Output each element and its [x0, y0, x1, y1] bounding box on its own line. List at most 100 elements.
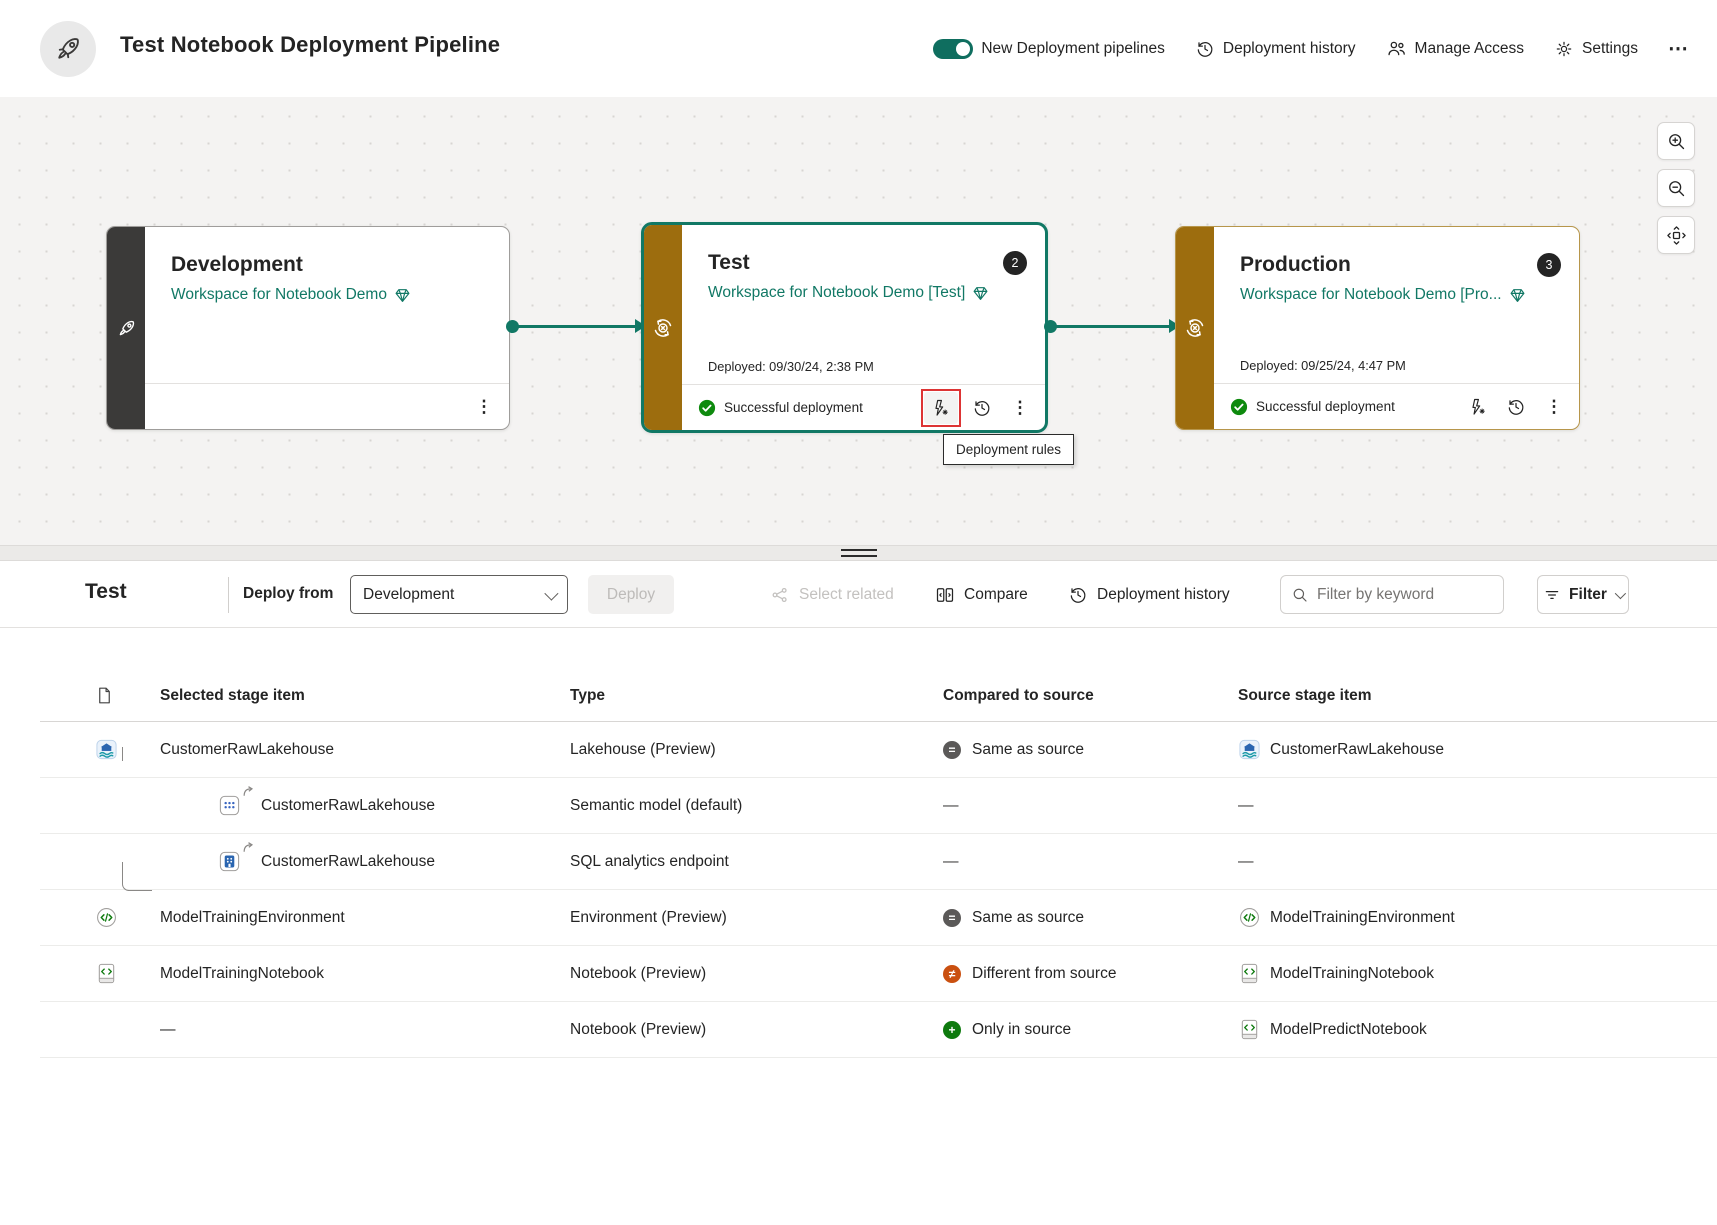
stage-card-test[interactable]: Test 2 Workspace for Notebook Demo [Test…: [641, 222, 1048, 433]
stage-more-button[interactable]: ⋮: [1003, 392, 1037, 424]
select-related-button[interactable]: Select related: [770, 561, 894, 628]
status-label: Successful deployment: [724, 400, 863, 415]
source-item-name: ModelTrainingNotebook: [1270, 964, 1434, 982]
table-row[interactable]: — Notebook (Preview) + Only in source ModelP…: [40, 1002, 1717, 1058]
zoom-out-button[interactable]: [1657, 169, 1695, 207]
table-row[interactable]: CustomerRawLakehouse Semantic model (defa…: [40, 778, 1717, 834]
manage-access-button[interactable]: Manage Access: [1386, 38, 1524, 59]
compare-status-label: Same as source: [972, 740, 1084, 758]
deployment-rules-button[interactable]: [1461, 391, 1495, 423]
stage-title: Development: [171, 253, 303, 276]
table-row[interactable]: ModelTrainingEnvironment Environment (Pre…: [40, 890, 1717, 946]
table-row[interactable]: ModelTrainingNotebook Notebook (Preview) ≠…: [40, 946, 1717, 1002]
deployed-timestamp: Deployed: 09/25/24, 4:47 PM: [1240, 358, 1406, 373]
stage-card-development[interactable]: Development Workspace for Notebook Demo …: [106, 226, 510, 430]
lakehouse-icon: [95, 738, 118, 761]
test-stage-strip: [644, 225, 682, 430]
source-item-name: ModelTrainingEnvironment: [1270, 908, 1455, 926]
selected-stage-item-cell: ModelTrainingEnvironment: [160, 909, 570, 927]
table-row[interactable]: CustomerRawLakehouse Lakehouse (Preview) =…: [40, 722, 1717, 778]
column-header-type[interactable]: Type: [570, 686, 606, 704]
top-bar: Test Notebook Deployment Pipeline New De…: [0, 0, 1717, 97]
only-in-source-icon: +: [943, 1020, 961, 1039]
sync-deploy-icon: [1183, 316, 1207, 340]
filter-icon: [1543, 586, 1561, 604]
filter-button[interactable]: Filter: [1537, 575, 1629, 614]
compare-status-label: Only in source: [972, 1020, 1072, 1038]
deployment-rules-button[interactable]: [924, 391, 958, 424]
stage-card-production[interactable]: Production 3 Workspace for Notebook Demo…: [1175, 226, 1580, 430]
table-row[interactable]: CustomerRawLakehouse SQL analytics endpoi…: [40, 834, 1717, 891]
stage-workspace-link[interactable]: Workspace for Notebook Demo [Pro...: [1240, 286, 1559, 304]
sql-icon: [218, 842, 254, 873]
zoom-in-button[interactable]: [1657, 122, 1695, 160]
stage-title: Production: [1240, 253, 1351, 276]
item-name: ModelTrainingEnvironment: [160, 908, 345, 926]
splitter-handle[interactable]: [840, 549, 877, 557]
new-pipelines-toggle[interactable]: [933, 38, 974, 59]
item-name: —: [160, 1020, 176, 1038]
stage-more-button[interactable]: ⋮: [467, 391, 501, 423]
stage-items-table: Selected stage item Type Compared to sou…: [40, 670, 1717, 1058]
diamond-icon: [394, 287, 411, 304]
more-options-button[interactable]: ⋯: [1668, 38, 1689, 60]
panel-splitter[interactable]: [0, 545, 1717, 561]
compared-to-source-cell: + Only in source: [943, 1020, 1238, 1039]
table-header-row: Selected stage item Type Compared to sou…: [40, 670, 1717, 722]
deploy-from-select[interactable]: Development: [350, 575, 568, 614]
deployment-history-button[interactable]: Deployment history: [1068, 561, 1230, 628]
notebook-icon: [95, 962, 118, 985]
selected-stage-item-cell: CustomerRawLakehouse: [160, 741, 570, 759]
deployment-history-button[interactable]: [1499, 391, 1533, 423]
compared-to-source-cell: = Same as source: [943, 740, 1238, 759]
compare-button[interactable]: Compare: [935, 561, 1028, 628]
compare-icon: [935, 585, 955, 605]
stage-more-button[interactable]: ⋮: [1537, 391, 1571, 423]
settings-button[interactable]: Settings: [1554, 39, 1638, 59]
table-body: CustomerRawLakehouse Lakehouse (Preview) =…: [40, 722, 1717, 1058]
diamond-icon: [972, 285, 989, 302]
item-type-cell: Notebook (Preview): [570, 1020, 707, 1038]
source-stage-item-cell: ModelPredictNotebook: [1238, 1018, 1717, 1041]
top-bar-actions: New Deployment pipelines Deployment hist…: [933, 0, 1689, 97]
search-input[interactable]: [1317, 585, 1493, 604]
semantic-icon: [218, 786, 254, 817]
column-header-source[interactable]: Source stage item: [1238, 686, 1372, 704]
item-name: CustomerRawLakehouse: [160, 740, 335, 758]
source-item-name: ModelPredictNotebook: [1270, 1020, 1427, 1038]
item-type-cell: Semantic model (default): [570, 796, 743, 814]
item-type-cell: Lakehouse (Preview): [570, 740, 716, 758]
deployment-status: Successful deployment: [698, 399, 921, 417]
stage-workspace-link[interactable]: Workspace for Notebook Demo [Test]: [708, 284, 1025, 302]
edge-arrowhead: [1169, 319, 1180, 333]
stage-footer: Successful deployment: [1214, 383, 1579, 429]
filter-label: Filter: [1569, 585, 1607, 603]
source-stage-item-cell: —: [1238, 796, 1254, 814]
notebook-icon: [1238, 1018, 1261, 1041]
fit-to-screen-button[interactable]: [1657, 216, 1695, 254]
people-icon: [1386, 38, 1407, 59]
edge-development-to-test: [506, 319, 646, 333]
stage-workspace-link[interactable]: Workspace for Notebook Demo: [171, 286, 489, 304]
item-icon-cell: [40, 738, 160, 761]
deploy-button[interactable]: Deploy: [588, 575, 674, 614]
tree-connector: [122, 747, 123, 761]
compare-status-label: Same as source: [972, 908, 1084, 926]
settings-label: Settings: [1581, 39, 1638, 57]
diamond-icon: [1509, 287, 1526, 304]
item-type-column-icon: [40, 686, 160, 705]
success-check-icon: [1230, 398, 1248, 416]
compared-to-source-cell: —: [943, 852, 959, 870]
compared-to-source-cell: = Same as source: [943, 908, 1238, 927]
deployment-history-button[interactable]: Deployment history: [1195, 39, 1356, 59]
source-stage-item-cell: CustomerRawLakehouse: [1238, 738, 1717, 761]
canvas-zoom-controls: [1657, 122, 1695, 254]
column-header-selected[interactable]: Selected stage item: [160, 686, 305, 704]
edge-arrowhead: [635, 319, 646, 333]
stage-title: Test: [708, 251, 750, 274]
source-item-name: CustomerRawLakehouse: [1270, 740, 1445, 758]
column-header-compared[interactable]: Compared to source: [943, 686, 1094, 704]
deployment-history-button[interactable]: [965, 392, 999, 424]
stage-item-count-badge: 3: [1537, 253, 1561, 277]
stage-item-count-badge: 2: [1003, 251, 1027, 275]
